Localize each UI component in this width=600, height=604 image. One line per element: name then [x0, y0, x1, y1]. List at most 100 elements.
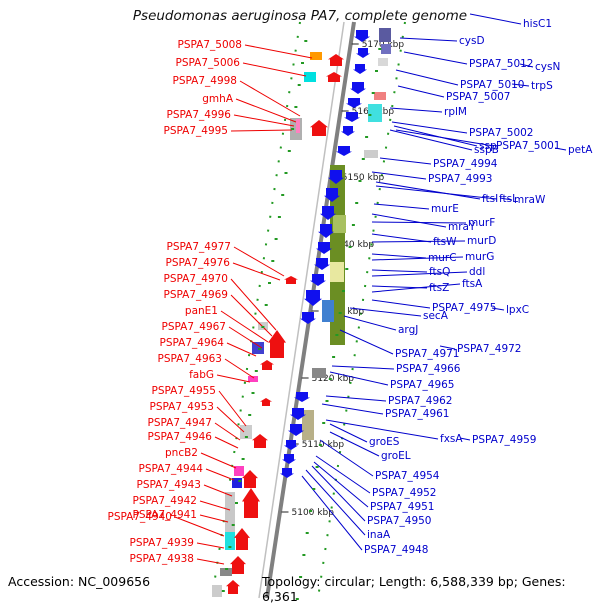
right-label-leader — [375, 185, 498, 200]
track-tick-mark — [345, 268, 349, 270]
right-gene-label: PSPA7_4965 — [390, 379, 455, 391]
reverse-strand-gene-arrow — [346, 98, 362, 108]
right-label-leader — [379, 157, 432, 165]
reverse-strand-gene-arrow — [350, 82, 366, 94]
left-label-leader — [199, 514, 229, 523]
track-tick-mark — [351, 224, 355, 226]
left-label-leader — [214, 436, 239, 449]
gene-feature-block — [310, 52, 322, 60]
left-gene-label: PSPA7_5008 — [178, 39, 243, 51]
right-label-leader — [391, 121, 468, 134]
left-gene-label: PSPA7_4955 — [152, 385, 217, 397]
right-label-leader — [371, 213, 447, 228]
right-label-leader — [439, 345, 456, 350]
right-label-leader — [325, 395, 387, 402]
reverse-strand-gene-arrow — [356, 48, 370, 58]
right-gene-label: cysN — [535, 61, 560, 73]
genome-backbone — [265, 21, 356, 599]
track-tick-mark — [251, 392, 255, 394]
right-label-leader — [371, 299, 431, 309]
track-tick-mark — [238, 480, 242, 482]
forward-strand-gene-arrow — [242, 488, 260, 518]
reverse-strand-gene-arrow — [280, 468, 294, 478]
left-gene-label: PSPA7_4996 — [167, 109, 232, 121]
right-gene-label: argJ — [398, 324, 418, 336]
reverse-strand-gene-arrow — [341, 126, 355, 136]
forward-strand-gene-arrow — [268, 330, 286, 358]
left-gene-label: PSPA7_4941 — [133, 509, 198, 521]
left-gene-label: PSPA7_4995 — [164, 125, 229, 137]
gene-feature-block — [322, 300, 334, 322]
left-gene-label: PSPA7_4977 — [167, 241, 232, 253]
right-label-leader — [371, 269, 428, 273]
left-label-leader — [230, 278, 277, 331]
track-tick-mark — [295, 598, 299, 600]
right-gene-label: hisC1 — [523, 18, 552, 30]
track-tick-mark — [348, 246, 352, 248]
left-gene-label: PSPA7_4969 — [164, 289, 229, 301]
right-label-leader — [373, 203, 430, 210]
right-label-leader — [371, 233, 432, 243]
left-gene-label: PSPA7_4967 — [162, 321, 227, 333]
left-gene-label: PSPA7_4943 — [137, 479, 202, 491]
gene-feature-block — [220, 568, 232, 576]
track-tick-mark — [261, 326, 265, 328]
right-label-leader — [329, 371, 389, 386]
track-tick-mark — [231, 524, 235, 526]
right-gene-label: sspB — [474, 144, 499, 156]
right-gene-label: PSPA7_5002 — [469, 127, 534, 139]
kbp-label: 5110 kbp — [302, 440, 345, 450]
reverse-strand-gene-arrow — [310, 274, 326, 286]
genome-title: Pseudomonas aeruginosa PA7, complete gen… — [132, 8, 468, 24]
gene-feature-block — [302, 410, 314, 440]
left-gene-label: PSPA7_4963 — [158, 353, 223, 365]
gene-feature-block — [374, 92, 386, 100]
right-label-leader — [459, 437, 471, 441]
left-gene-label: PSPA7_5006 — [176, 57, 241, 69]
track-tick-mark — [248, 414, 252, 416]
right-label-leader — [397, 85, 445, 98]
left-gene-label: PSPA7_4940 — [108, 511, 173, 523]
right-label-leader — [395, 69, 459, 86]
track-tick-mark — [235, 502, 238, 504]
left-gene-label: PSPA7_4944 — [139, 463, 204, 475]
track-tick-mark — [312, 488, 316, 490]
left-label-leader — [200, 452, 237, 469]
gene-feature-block — [304, 72, 316, 82]
track-tick-mark — [294, 106, 298, 108]
kbp-label: 5100 kbp — [292, 508, 335, 518]
right-gene-label: ftsQ — [429, 266, 450, 278]
right-label-leader — [371, 253, 427, 259]
left-label-leader — [244, 44, 313, 59]
track-tick-mark — [305, 532, 309, 534]
right-gene-label: ddl — [469, 266, 485, 278]
track-tick-mark — [291, 128, 295, 130]
track-tick-mark — [244, 436, 248, 438]
left-label-leader — [230, 294, 273, 337]
right-gene-label: ftsW — [433, 236, 457, 248]
right-gene-label: PSPA7_4966 — [396, 363, 461, 375]
kbp-label: 5120 kbp — [312, 374, 355, 384]
right-gene-label: rplM — [444, 106, 467, 118]
right-gene-label: ftsI — [482, 193, 498, 205]
gene-feature-block — [379, 28, 391, 42]
reverse-strand-gene-arrow — [320, 206, 336, 220]
right-gene-label: PSPA7_5010 — [460, 79, 525, 91]
right-gene-label: ftsA — [462, 278, 483, 290]
reverse-strand-gene-arrow — [304, 290, 322, 306]
right-label-leader — [469, 13, 522, 25]
right-gene-label: PSPA7_4952 — [372, 487, 437, 499]
track-tick-mark — [332, 356, 336, 358]
right-label-leader — [311, 465, 366, 522]
left-label-leader — [228, 326, 263, 349]
right-gene-label: PSPA7_4951 — [370, 501, 435, 513]
left-label-leader — [216, 374, 251, 383]
gene-feature-block — [333, 215, 346, 233]
reverse-strand-gene-arrow — [290, 408, 306, 420]
gene-feature-block — [240, 425, 252, 439]
track-tick-mark — [228, 546, 232, 548]
right-gene-label: groEL — [381, 450, 411, 462]
track-tick-mark — [277, 216, 281, 218]
gene-feature-block — [248, 376, 258, 382]
